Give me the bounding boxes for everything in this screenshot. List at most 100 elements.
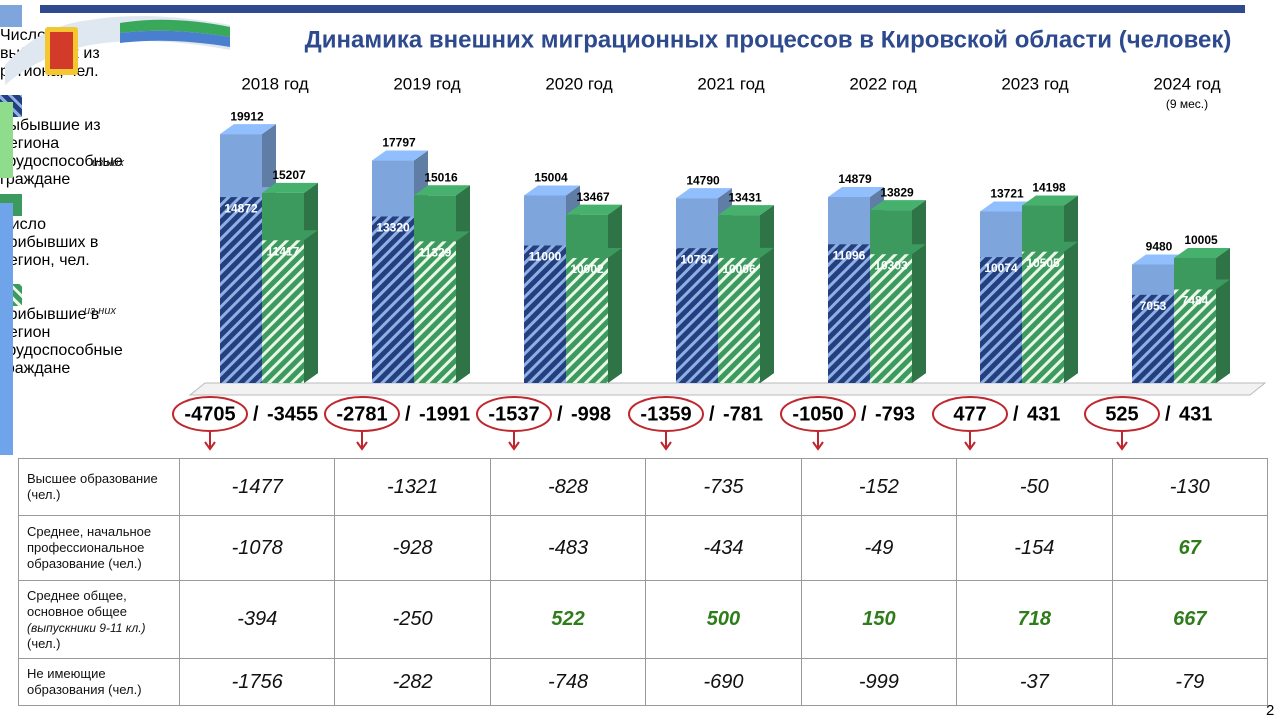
balance-separator: / [557, 403, 563, 425]
bar-subset-side [1064, 241, 1078, 383]
table-cell: 150 [800, 580, 958, 659]
x-tick-label: 2019 год [393, 74, 460, 93]
bar-subset [372, 216, 414, 383]
x-tick-label: 2022 год [849, 74, 916, 93]
balance-total: -1537 [488, 403, 539, 425]
balance-separator: / [709, 403, 715, 425]
bar-subset [1132, 294, 1174, 383]
balance-circle [780, 396, 856, 432]
value-label: 14879 [838, 172, 872, 186]
bar-subset-top [1174, 279, 1230, 290]
value-label: 11329 [419, 246, 452, 260]
bar-subset-side [760, 247, 774, 383]
side-accent [0, 203, 13, 455]
table-cell: -735 [645, 458, 802, 516]
balance-working: -781 [723, 403, 763, 425]
table-cell: -748 [489, 658, 647, 706]
bar-subset [870, 254, 912, 383]
slide: Динамика внешних миграционных процессов … [0, 5, 1280, 720]
row-label-suffix: (чел.) [27, 635, 61, 651]
x-tick-label: 2020 год [545, 74, 612, 93]
x-tick-label: 2023 год [1001, 74, 1068, 93]
value-label: 10005 [1184, 233, 1218, 247]
bar-top [372, 150, 428, 161]
table-row: Среднее общее, основное общее (выпускник… [18, 580, 1269, 659]
balance-circle [628, 396, 704, 432]
table-cell: -154 [956, 515, 1113, 581]
value-label: 10505 [1026, 256, 1060, 270]
arrow [812, 432, 824, 451]
bar-subset [980, 257, 1022, 383]
bar-subset-top [718, 247, 774, 258]
value-label: 15004 [534, 171, 568, 185]
bar-top [220, 124, 276, 135]
table-cell: -690 [645, 658, 802, 706]
balance-working: 431 [1179, 403, 1212, 425]
row-label-note: (выпускники 9-11 кл.) [27, 620, 146, 635]
arrow [1116, 432, 1128, 451]
table-cell: -928 [334, 515, 491, 581]
balance-total: 477 [953, 403, 986, 425]
value-label: 14198 [1032, 181, 1066, 195]
value-label: 7053 [1140, 299, 1167, 313]
bar-subset [828, 244, 870, 383]
balance-total: 525 [1105, 403, 1138, 425]
bar-top [1022, 195, 1078, 206]
logo [5, 16, 230, 85]
bar-subset-side [912, 244, 926, 383]
bar-subset-top [262, 230, 318, 241]
table-cell: -50 [956, 458, 1113, 516]
table-cell: -1477 [178, 458, 336, 516]
legend-swatch [0, 5, 22, 27]
value-label: 17797 [382, 136, 416, 150]
row-label: Среднее общее, основное общее (выпускник… [18, 580, 180, 659]
legend-note: из них [92, 157, 124, 169]
value-label: 13431 [728, 190, 762, 204]
balance-circle [476, 396, 552, 432]
table-row: Высшее образование (чел.) -1477 -1321 -828-… [18, 458, 1269, 516]
balance-working: -1991 [419, 403, 470, 425]
arrow [356, 432, 368, 451]
value-label: 14872 [224, 201, 258, 215]
row-label-text: Среднее, начальное профессиональное обра… [27, 524, 152, 571]
balance-total: -2781 [336, 403, 387, 425]
bar-subset-side [456, 231, 470, 383]
value-label: 13320 [376, 221, 410, 235]
legend-note: из них [84, 305, 116, 317]
page-number: 2 [1266, 702, 1275, 719]
value-label: 10006 [722, 262, 756, 276]
value-label: 9480 [1146, 240, 1173, 254]
table-cell: -434 [645, 515, 802, 581]
balance-total: -1359 [640, 403, 691, 425]
arrow [508, 432, 520, 451]
value-label: 10303 [874, 258, 908, 272]
balance-separator: / [861, 403, 867, 425]
bar-top [414, 185, 470, 196]
value-label: 11096 [833, 248, 866, 262]
bar-subset [718, 257, 760, 383]
row-label: Высшее образование (чел.) [18, 458, 180, 516]
balance-circle [324, 396, 400, 432]
bar-subset-side [1216, 279, 1230, 383]
bar-subset [1022, 251, 1064, 383]
bar-subset [1174, 289, 1216, 383]
table-cell: -282 [334, 658, 491, 706]
value-label: 19912 [230, 109, 264, 123]
bar-top [870, 200, 926, 211]
table-cell: 500 [645, 580, 802, 659]
bar-top [718, 205, 774, 216]
row-label-text: Среднее общее, основное общее [27, 587, 127, 619]
bar-top [1174, 247, 1230, 258]
legend-label: выбывшие из региона трудоспособные гражд… [0, 117, 123, 188]
arrow [204, 432, 216, 451]
table-cell: -828 [489, 458, 647, 516]
balance-total: -4705 [184, 403, 235, 425]
value-label: 15016 [424, 170, 458, 184]
bar-top [676, 188, 732, 199]
bar-subset-top [1022, 241, 1078, 252]
value-label: 13829 [880, 185, 914, 199]
balance-working: -793 [875, 403, 915, 425]
bar-top [262, 182, 318, 193]
side-accent [0, 102, 13, 178]
value-label: 7484 [1182, 294, 1209, 308]
